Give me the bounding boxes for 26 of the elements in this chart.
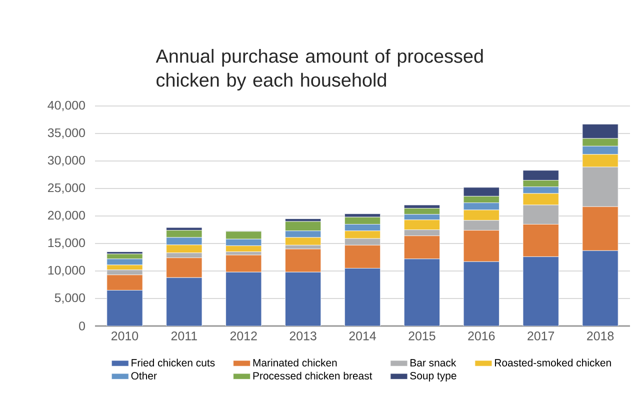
legend-label: Marinated chicken [253, 358, 337, 366]
x-tick-label: 2014 [349, 332, 376, 340]
x-tick-label: 2015 [408, 332, 436, 340]
legend-label: Soup type [410, 372, 456, 382]
x-tick-label: 2013 [290, 332, 316, 340]
y-tick-label: 20,000 [48, 210, 85, 222]
y-tick-label: 35,000 [48, 128, 85, 139]
x-tick-label: 2012 [230, 332, 257, 340]
y-tick-label: 0 [79, 322, 85, 330]
y-tick-label: 10,000 [48, 266, 85, 276]
legend-label: Bar snack [410, 358, 456, 366]
y-tick-label: 25,000 [48, 183, 85, 194]
legend-label: Processed chicken breast [253, 372, 372, 380]
legend-label: Fried chicken cuts [132, 358, 215, 366]
legend-label: Roasted-smoked chicken [495, 358, 611, 366]
x-tick-label: 2016 [468, 332, 495, 340]
chart-title: Annual purchase amount of processed chicken by each household [156, 48, 483, 90]
y-tick-label: 40,000 [48, 100, 85, 112]
x-tick-label: 2011 [171, 332, 197, 340]
x-tick-label: 2018 [587, 332, 614, 340]
x-tick-label: 2010 [112, 332, 138, 340]
y-tick-label: 5,000 [54, 293, 85, 304]
legend-label: Other [131, 372, 157, 380]
x-tick-label: 2017 [528, 332, 554, 340]
y-tick-label: 15,000 [48, 238, 85, 249]
y-tick-label: 30,000 [48, 156, 85, 166]
